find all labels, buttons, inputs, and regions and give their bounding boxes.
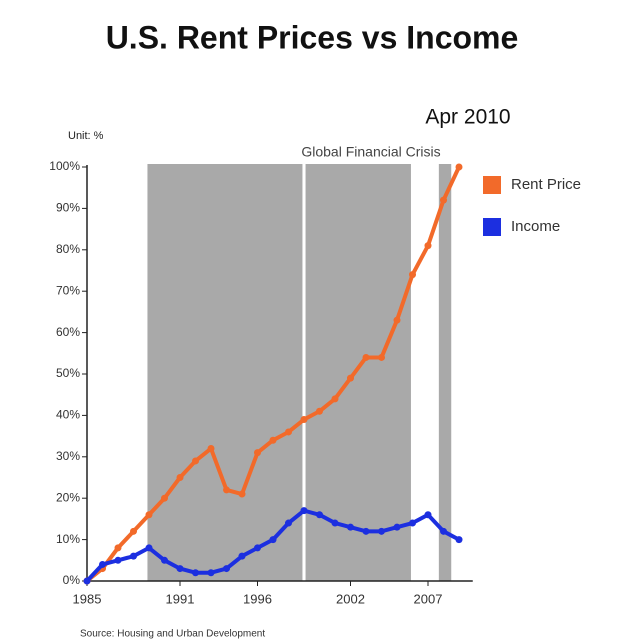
point xyxy=(424,242,432,250)
point xyxy=(440,527,447,535)
point xyxy=(145,544,153,552)
point xyxy=(316,407,323,415)
shaded-region xyxy=(305,164,411,581)
point xyxy=(238,552,246,560)
y-tick-label: 90% xyxy=(56,201,80,215)
point xyxy=(192,569,199,577)
legend-label: Rent Price xyxy=(511,176,581,193)
x-tick-label: 1996 xyxy=(243,591,272,606)
x-tick-label: 2002 xyxy=(336,591,365,606)
point xyxy=(362,353,370,361)
legend-label: Income xyxy=(511,218,560,235)
point xyxy=(331,519,339,527)
point xyxy=(254,449,261,457)
y-tick-label: 40% xyxy=(56,408,80,422)
point xyxy=(440,196,447,204)
chart-title: U.S. Rent Prices vs Income xyxy=(106,19,519,55)
legend-swatch xyxy=(483,218,501,236)
point xyxy=(378,527,385,535)
shaded-region xyxy=(438,164,452,581)
y-tick-label: 20% xyxy=(56,490,80,504)
point xyxy=(176,474,184,481)
point xyxy=(269,536,277,544)
point xyxy=(347,374,354,382)
point xyxy=(114,544,122,552)
point xyxy=(161,556,168,564)
point xyxy=(393,316,401,324)
point xyxy=(362,527,370,535)
point xyxy=(223,486,230,494)
point xyxy=(300,416,308,424)
point xyxy=(161,494,168,502)
point xyxy=(455,163,463,171)
y-tick-label: 100% xyxy=(49,159,80,173)
point xyxy=(347,523,354,531)
point xyxy=(409,271,416,279)
x-tick-label: 1985 xyxy=(73,591,102,606)
point xyxy=(223,565,230,573)
point xyxy=(130,527,137,535)
point xyxy=(300,507,308,515)
y-tick-label: 50% xyxy=(56,366,80,380)
y-tick-label: 30% xyxy=(56,449,80,463)
y-tick-label: 60% xyxy=(56,325,80,339)
x-tick-label: 1991 xyxy=(166,591,195,606)
point xyxy=(192,457,199,465)
source: Source: Housing and Urban Development xyxy=(80,629,265,640)
point xyxy=(409,519,416,527)
point xyxy=(130,552,137,560)
point xyxy=(269,436,277,444)
point xyxy=(285,428,292,436)
x-tick-label: 2007 xyxy=(414,591,443,606)
point xyxy=(254,544,261,552)
point xyxy=(83,577,91,585)
point xyxy=(176,565,184,573)
point xyxy=(331,395,339,403)
point xyxy=(207,445,215,453)
date-label: Apr 2010 xyxy=(425,106,510,129)
annotation: Global Financial Crisis xyxy=(301,144,440,160)
point xyxy=(99,560,106,568)
point xyxy=(207,569,215,577)
y-tick-label: 70% xyxy=(56,283,80,297)
point xyxy=(455,536,463,544)
point xyxy=(114,556,122,564)
y-tick-label: 0% xyxy=(63,573,81,587)
point xyxy=(238,490,246,498)
y-tick-label: 10% xyxy=(56,532,80,546)
point xyxy=(316,511,323,519)
point xyxy=(424,511,432,519)
shaded-region xyxy=(147,164,303,581)
y-tick-label: 80% xyxy=(56,242,80,256)
legend-swatch xyxy=(483,176,501,194)
point xyxy=(393,523,401,531)
unit-label: Unit: % xyxy=(68,130,104,142)
point xyxy=(285,519,292,527)
point xyxy=(145,511,153,519)
point xyxy=(378,353,385,361)
